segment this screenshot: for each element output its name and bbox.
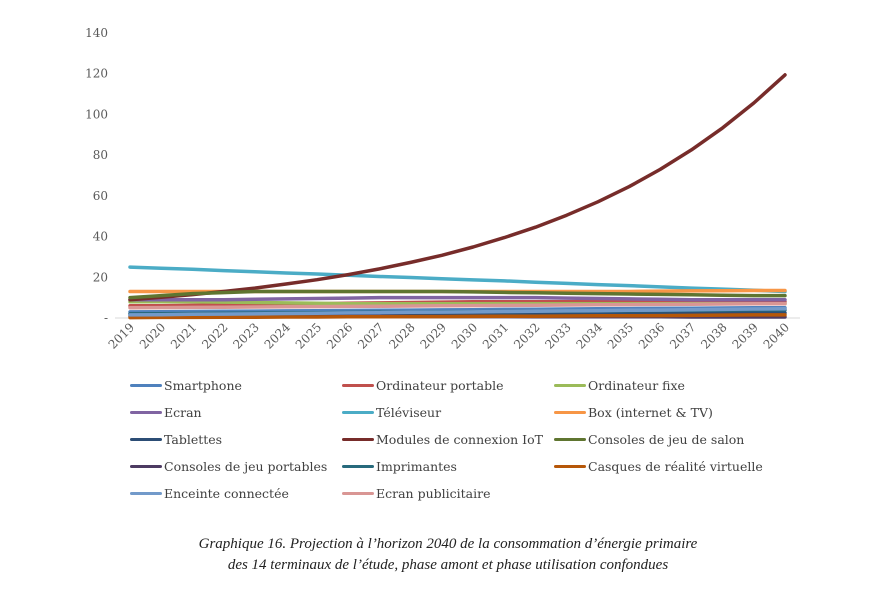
x-tick-label: 2034 [573,320,605,352]
legend-item: Modules de connexion IoT [342,432,543,447]
series-line-7 [128,73,787,302]
x-tick-label: 2025 [293,320,324,351]
x-tick-label: 2027 [355,320,386,351]
legend-swatch [554,438,586,441]
legend-label: Modules de connexion IoT [376,432,543,447]
legend-label: Ordinateur portable [376,378,504,393]
legend-label: Consoles de jeu de salon [588,432,745,447]
legend-item: Ordinateur fixe [554,378,685,393]
x-tick-label: 2032 [511,320,542,351]
legend-label: Ecran [164,405,202,420]
series-line-12 [128,307,787,317]
series-line-4 [128,265,787,294]
x-tick-label: 2036 [636,320,667,351]
y-tick-label: 140 [85,26,108,40]
legend-swatch [130,465,162,468]
x-tick-label: 2023 [230,320,261,351]
legend-label: Tablettes [164,432,223,447]
legend-item: Ordinateur portable [342,378,504,393]
legend-label: Consoles de jeu portables [164,459,328,474]
y-tick-label: 60 [93,189,108,203]
x-tick-label: 2030 [449,320,480,351]
legend-swatch [554,411,586,414]
legend-swatch [554,384,586,387]
x-tick-label: 2020 [137,320,168,351]
legend-item: Consoles de jeu de salon [554,432,744,447]
legend-label: Enceinte connectée [164,486,289,501]
legend-swatch [130,438,162,441]
legend-swatch [342,438,374,441]
series-line-13 [128,302,787,310]
x-tick-label: 2033 [542,320,573,351]
legend-item: Tablettes [130,432,222,447]
legend-swatch [554,465,586,468]
x-tick-label: 2026 [324,320,355,351]
legend-swatch [342,384,374,387]
legend-label: Téléviseur [376,405,442,420]
x-tick-label: 2038 [698,320,729,351]
legend-item: Casques de réalité virtuelle [554,459,763,474]
legend-item: Box (internet & TV) [554,405,713,420]
x-tick-label: 2035 [605,320,636,351]
x-axis: 2019 2020 2021 2022 2023 2024 2025 2026 2027 2028… [106,317,800,352]
legend-item: Enceinte connectée [130,486,289,501]
legend-swatch [342,492,374,495]
legend-item: Téléviseur [342,405,441,420]
legend-label: Box (internet & TV) [588,405,713,420]
x-tick-label: 2029 [418,320,449,351]
series-line-3 [128,295,787,302]
x-tick-label: 2031 [480,320,511,351]
legend-item: Imprimantes [342,459,457,474]
y-tick-label: 100 [85,107,108,121]
legend-swatch [342,411,374,414]
x-tick-label: 2039 [729,320,760,351]
y-tick-label: 20 [93,270,108,284]
legend-item: Consoles de jeu portables [130,459,327,474]
legend-item: Ecran [130,405,202,420]
x-tick-label: 2024 [262,320,294,352]
x-tick-label: 2019 [106,320,137,351]
legend-label: Smartphone [164,378,242,393]
legend-label: Ecran publicitaire [376,486,491,501]
y-tick-label: - [104,311,108,325]
legend-label: Imprimantes [376,459,457,474]
x-tick-label: 2028 [386,320,417,351]
caption-line-1: Graphique 16. Projection à l’horizon 204… [198,536,698,552]
series-lines [128,73,787,320]
series-line-1 [128,299,787,308]
x-tick-label: 2037 [667,320,698,351]
x-tick-label: 2021 [168,320,199,351]
legend-item: Smartphone [130,378,242,393]
legend-swatch [130,492,162,495]
figure-caption: Graphique 16. Projection à l’horizon 204… [0,534,896,576]
legend-item: Ecran publicitaire [342,486,490,501]
legend-label: Ordinateur fixe [588,378,685,393]
caption-line-2: des 14 terminaux de l’étude, phase amont… [227,557,669,573]
legend-swatch [130,384,162,387]
legend-swatch [130,411,162,414]
series-line-11 [128,313,787,320]
x-tick-label: 2040 [761,320,792,351]
series-line-8 [128,289,787,300]
y-tick-label: 120 [85,67,108,81]
y-tick-label: 80 [93,148,108,162]
y-tick-label: 40 [93,230,108,244]
legend-swatch [342,465,374,468]
x-tick-label: 2022 [199,320,230,351]
y-axis: - 20 40 60 80 100 120 140 [85,26,108,325]
legend-label: Casques de réalité virtuelle [588,459,763,474]
